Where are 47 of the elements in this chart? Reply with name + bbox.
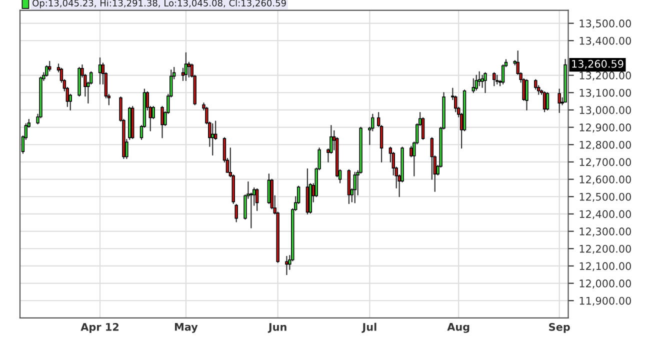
x-tick-label: Jun [268,323,286,333]
y-tick-label: 12,700.00 [580,158,631,168]
candlestick [410,146,413,158]
candlestick [187,62,191,78]
x-tick-label: Apr 12 [80,323,118,333]
candlestick [184,52,188,82]
candlestick [160,106,164,138]
candlestick [353,172,356,204]
y-tick-label: 12,000.00 [580,280,631,288]
candlestick [285,256,288,276]
candlestick [211,123,214,156]
x-tick-label: May [174,323,198,333]
text: 13,260.59 [572,60,624,69]
candlestick [492,72,496,86]
x-tick-label: Aug [447,323,470,333]
candlestick [474,74,478,91]
y-tick-label: 11,900.00 [580,296,631,306]
x-tick-label: Jul [362,322,376,333]
candlestick [542,91,546,112]
y-tick-label: 12,500.00 [580,192,631,202]
candlestick [472,78,476,94]
y-tick-label: 12,100.00 [580,262,631,272]
candlestick [525,79,528,111]
candlestick [255,188,259,212]
y-tick-label: 13,000.00 [580,106,631,116]
y-tick-label: 13,200.00 [580,72,631,80]
y-tick-label: 12,400.00 [580,210,631,220]
y-tick-label: 13,100.00 [580,88,631,98]
candlestick [45,65,48,77]
candlestick [152,106,155,120]
candlestick [234,204,238,222]
x-tick-label: Sep [549,323,570,333]
y-tick-label: 12,600.00 [580,176,631,184]
y-tick-label: 12,300.00 [580,228,631,236]
candlestick [546,92,550,111]
y-tick-label: 12,900.00 [580,124,631,132]
candlestick [484,72,487,94]
candlestick [267,174,271,204]
candlestick [98,57,102,85]
y-tick-label: 13,400.00 [580,36,631,46]
candlestick [48,60,52,72]
candlestick [250,192,253,228]
candlestick [558,88,561,114]
y-tick-label: 12,200.00 [580,244,631,254]
y-tick-label: 13,500.00 [580,20,631,28]
y-tick-label: 12,800.00 [580,140,631,150]
candlestick [478,71,481,86]
